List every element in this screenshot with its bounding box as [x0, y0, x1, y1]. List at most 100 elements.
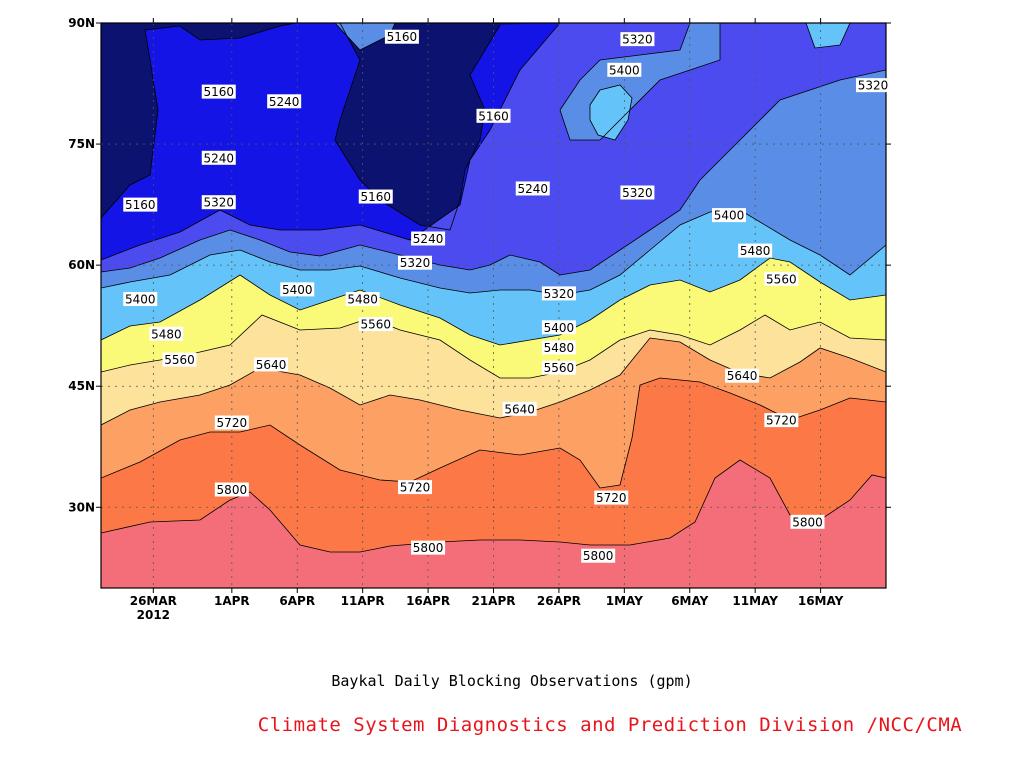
contour-label-text: 5320	[858, 79, 889, 93]
contour-label-text: 5240	[269, 95, 300, 109]
contour-label-bg	[214, 482, 249, 497]
y-tick-label-2: 60N	[68, 258, 95, 272]
contour-label-bg	[502, 401, 537, 416]
contour-label-text: 5480	[151, 327, 182, 341]
contour-label-5720: 5720	[214, 415, 249, 430]
contour-label-text: 5800	[792, 515, 823, 529]
contour-label-text: 5640	[727, 369, 758, 383]
contour-label-text: 5160	[125, 198, 156, 212]
contour-label-5720: 5720	[594, 490, 629, 505]
contour-label-5800: 5800	[581, 548, 616, 563]
contour-label-5640: 5640	[502, 401, 537, 416]
contour-label-text: 5320	[622, 186, 653, 200]
contour-label-bg	[358, 189, 393, 204]
contour-label-text: 5720	[766, 414, 797, 428]
contour-label-5240: 5240	[267, 94, 302, 109]
contour-label-text: 5560	[164, 353, 195, 367]
contour-label-5720: 5720	[764, 413, 799, 428]
contour-label-bg	[398, 255, 432, 270]
contour-label-text: 5560	[766, 272, 797, 286]
axis-ticks	[96, 18, 891, 593]
contour-label-text: 5640	[256, 358, 287, 372]
contour-label-bg	[607, 62, 642, 77]
contour-label-bg	[594, 490, 629, 505]
contour-label-text: 5400	[125, 293, 156, 307]
x-tick-label-2: 6APR	[279, 594, 315, 608]
contour-label-text: 5320	[203, 196, 234, 210]
contour-label-5320: 5320	[856, 78, 890, 93]
contour-label-text: 5480	[544, 341, 575, 355]
contour-label-text: 5160	[478, 109, 509, 123]
contour-label-bg	[201, 150, 236, 165]
contour-label-text: 5560	[544, 361, 575, 375]
contour-label-text: 5560	[360, 318, 391, 332]
contour-label-bg	[764, 271, 799, 286]
contour-label-5400: 5400	[123, 292, 158, 307]
contour-label-text: 5720	[217, 416, 248, 430]
contour-label-bg	[149, 326, 184, 341]
contour-label-bg	[201, 195, 236, 210]
contour-label-5400: 5400	[607, 62, 642, 77]
contour-label-5800: 5800	[411, 540, 446, 555]
contour-label-text: 5400	[609, 63, 640, 77]
contour-label-5320: 5320	[620, 185, 655, 200]
contour-label-5160: 5160	[476, 108, 511, 123]
contour-label-text: 5480	[740, 244, 771, 258]
contour-label-5720: 5720	[398, 480, 432, 495]
contour-label-text: 5800	[413, 541, 444, 555]
y-tick-label-1: 45N	[68, 379, 95, 393]
contour-label-bg	[201, 84, 236, 99]
contour-label-5320: 5320	[541, 286, 576, 301]
contour-label-text: 5400	[714, 209, 745, 223]
contour-label-5640: 5640	[725, 368, 760, 383]
contour-label-bg	[345, 292, 380, 307]
contour-label-text: 5480	[347, 293, 378, 307]
x-tick-label-8: 6MAY	[671, 594, 708, 608]
fill-band-4c	[806, 23, 850, 48]
contour-label-5480: 5480	[541, 340, 576, 355]
contour-label-5800: 5800	[790, 514, 825, 529]
contour-label-bg	[581, 548, 616, 563]
contour-label-5560: 5560	[764, 271, 799, 286]
contour-label-text: 5720	[596, 491, 627, 505]
contour-label-bg	[541, 286, 576, 301]
contour-label-bg	[384, 29, 419, 44]
contour-label-text: 5240	[203, 151, 234, 165]
contour-label-text: 5400	[544, 321, 575, 335]
y-tick-label-4: 90N	[68, 16, 95, 30]
contour-labels: 5160 5160 5160 5160 5160 5240 5240 5240 5240 5320…	[123, 29, 890, 563]
contour-label-bg	[123, 292, 158, 307]
contour-label-bg	[764, 413, 799, 428]
contour-label-bg	[856, 78, 890, 93]
contour-label-5480: 5480	[345, 292, 380, 307]
contour-label-text: 5640	[504, 402, 535, 416]
y-tick-label-3: 75N	[68, 137, 95, 151]
contour-label-bg	[790, 514, 825, 529]
chart-caption: Baykal Daily Blocking Observations (gpm)	[331, 672, 693, 690]
x-tick-sublabel-0: 2012	[137, 608, 170, 622]
contour-label-bg	[515, 181, 550, 196]
contour-label-bg	[712, 208, 746, 223]
contour-label-bg	[725, 368, 760, 383]
contour-label-5640: 5640	[254, 357, 289, 372]
x-tick-label-0: 26MAR	[130, 594, 177, 608]
credit-line: Climate System Diagnostics and Predictio…	[257, 714, 963, 736]
contour-label-5240: 5240	[201, 150, 236, 165]
contour-label-bg	[541, 360, 576, 375]
contour-label-5400: 5400	[280, 282, 315, 297]
contour-label-text: 5160	[360, 190, 391, 204]
contour-label-text: 5320	[544, 287, 575, 301]
contour-label-text: 5320	[622, 33, 653, 47]
contour-label-bg	[411, 231, 446, 246]
contour-label-5320: 5320	[201, 195, 236, 210]
contour-label-5240: 5240	[411, 231, 446, 246]
contour-label-5400: 5400	[712, 208, 746, 223]
contour-label-bg	[214, 415, 249, 430]
contour-label-5560: 5560	[162, 352, 197, 367]
contour-label-5400: 5400	[541, 320, 576, 335]
contour-label-bg	[476, 108, 511, 123]
x-tick-label-4: 16APR	[406, 594, 450, 608]
contour-label-text: 5160	[203, 85, 234, 99]
